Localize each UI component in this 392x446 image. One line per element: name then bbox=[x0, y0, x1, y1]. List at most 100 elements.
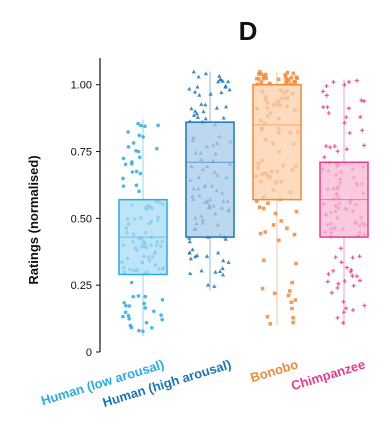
data-point bbox=[195, 84, 200, 89]
data-point bbox=[160, 297, 165, 302]
data-point bbox=[143, 306, 148, 310]
data-point bbox=[203, 71, 209, 76]
data-point bbox=[191, 113, 197, 117]
data-point bbox=[358, 115, 363, 120]
data-point bbox=[130, 160, 134, 164]
data-point bbox=[129, 280, 134, 285]
data-point bbox=[285, 79, 290, 84]
data-point bbox=[261, 206, 266, 211]
category-label: Chimpanzee bbox=[289, 357, 367, 394]
data-point bbox=[288, 289, 292, 293]
data-point bbox=[354, 78, 359, 83]
data-point bbox=[137, 155, 142, 160]
data-point bbox=[156, 123, 160, 128]
data-point bbox=[134, 169, 139, 174]
data-point bbox=[331, 268, 336, 273]
data-point bbox=[268, 322, 273, 326]
data-point bbox=[350, 273, 355, 278]
data-point bbox=[289, 75, 294, 80]
data-point bbox=[289, 300, 294, 305]
data-point bbox=[219, 90, 224, 95]
data-point bbox=[294, 261, 298, 266]
data-point bbox=[197, 92, 202, 97]
data-point bbox=[341, 320, 346, 325]
data-point bbox=[360, 128, 365, 133]
data-point bbox=[257, 205, 262, 210]
data-point bbox=[294, 75, 299, 80]
data-point bbox=[267, 81, 272, 86]
data-point bbox=[259, 80, 264, 85]
data-point bbox=[262, 74, 266, 79]
data-point bbox=[159, 313, 163, 317]
data-point bbox=[121, 314, 125, 319]
data-point bbox=[223, 236, 228, 241]
y-tick-label: 0.50 bbox=[71, 213, 92, 225]
data-point bbox=[342, 279, 347, 284]
data-point bbox=[136, 121, 140, 126]
data-point bbox=[187, 250, 192, 255]
data-point bbox=[351, 283, 356, 288]
data-point bbox=[324, 144, 329, 149]
data-point bbox=[136, 294, 141, 298]
data-point bbox=[217, 73, 222, 78]
data-point bbox=[214, 105, 219, 110]
data-point bbox=[347, 131, 352, 136]
data-point bbox=[138, 171, 143, 176]
data-point bbox=[223, 83, 228, 88]
y-tick-label: 0.25 bbox=[71, 280, 92, 292]
data-point bbox=[227, 87, 232, 92]
data-point bbox=[290, 306, 294, 311]
data-point bbox=[144, 320, 149, 325]
data-point bbox=[277, 238, 281, 243]
y-tick-label: 1.00 bbox=[71, 80, 92, 92]
y-axis-label: Ratings (normalised) bbox=[26, 155, 41, 284]
data-point bbox=[137, 328, 141, 333]
data-point bbox=[290, 280, 295, 285]
y-axis: 0 0.25 0.50 0.75 1.00 bbox=[71, 58, 101, 359]
data-point bbox=[131, 294, 136, 299]
data-point bbox=[348, 269, 353, 274]
data-point bbox=[127, 316, 131, 321]
data-point bbox=[155, 146, 159, 151]
data-point bbox=[362, 99, 367, 104]
data-point bbox=[130, 170, 135, 174]
data-point bbox=[134, 149, 138, 153]
data-point bbox=[271, 223, 276, 227]
data-point bbox=[194, 111, 199, 116]
data-point bbox=[195, 115, 201, 119]
data-point bbox=[152, 309, 156, 314]
data-point bbox=[326, 272, 331, 277]
data-point bbox=[336, 281, 341, 286]
data-point bbox=[126, 313, 131, 318]
data-point bbox=[293, 298, 298, 302]
data-point bbox=[291, 320, 296, 325]
y-tick-label: 0.75 bbox=[71, 147, 92, 159]
data-point bbox=[143, 294, 148, 299]
data-point bbox=[203, 102, 208, 107]
data-point bbox=[285, 70, 290, 75]
data-point bbox=[335, 149, 340, 154]
data-point bbox=[321, 89, 326, 94]
data-point bbox=[325, 105, 330, 110]
data-point bbox=[254, 199, 259, 203]
data-point bbox=[294, 209, 299, 214]
data-point bbox=[122, 300, 127, 305]
data-point bbox=[264, 76, 268, 80]
data-point bbox=[121, 176, 125, 181]
data-point bbox=[195, 253, 200, 258]
data-point bbox=[226, 260, 231, 264]
data-point bbox=[137, 133, 142, 138]
data-point bbox=[324, 93, 329, 98]
data-point bbox=[143, 124, 147, 129]
data-point bbox=[286, 293, 291, 298]
boxes-layer bbox=[118, 71, 369, 336]
data-point bbox=[257, 77, 261, 81]
data-point bbox=[344, 115, 349, 120]
category-labels: Human (low arousal)Human (high arousal) B… bbox=[39, 357, 367, 410]
data-point bbox=[338, 246, 343, 251]
data-point bbox=[187, 235, 192, 240]
data-point bbox=[344, 306, 349, 311]
data-point bbox=[204, 254, 210, 258]
